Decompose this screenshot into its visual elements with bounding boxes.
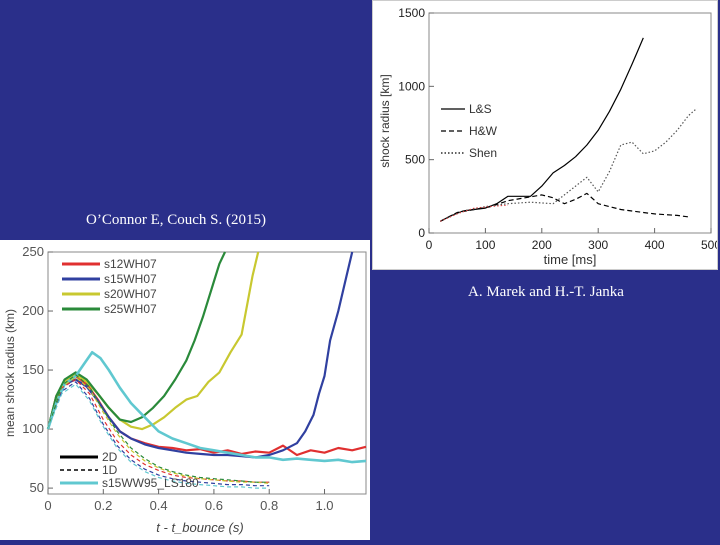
series-line-shen bbox=[440, 107, 698, 222]
shock-radius-eos-chart-panel: 0 100 200 300 400 500 0 500 1000 1500 shock radius… bbox=[372, 0, 720, 270]
plot-frame bbox=[428, 12, 712, 234]
y-tick-label: 500 bbox=[405, 153, 425, 167]
x-tick-label: 500 bbox=[701, 238, 717, 252]
right-chart-caption: A. Marek and H.-T. Janka bbox=[468, 284, 624, 300]
legend-label: Shen bbox=[469, 146, 497, 160]
series-line-red bbox=[440, 204, 509, 222]
left-chart-caption: O’Connor E, Couch S. (2015) bbox=[86, 212, 266, 228]
series-line-s15ww95-ls180 bbox=[46, 351, 367, 464]
legend-label: s15WH07 bbox=[104, 272, 157, 286]
x-axis-title: t - t_bounce (s) bbox=[156, 520, 243, 535]
series-line-s25wh07-1d bbox=[47, 374, 270, 483]
series-line-s15wh07 bbox=[46, 251, 354, 459]
x-axis-title: time [ms] bbox=[544, 252, 597, 267]
series-line-s15ww95-ls180-1d bbox=[47, 383, 270, 489]
y-tick-label: 1500 bbox=[398, 6, 425, 20]
series-line-s20wh07-1d bbox=[47, 376, 270, 484]
x-tick-label: 100 bbox=[475, 238, 495, 252]
y-tick-label: 250 bbox=[22, 244, 44, 259]
x-tick-label: 400 bbox=[645, 238, 665, 252]
legend-label: H&W bbox=[469, 124, 498, 138]
x-tick-label: 200 bbox=[532, 238, 552, 252]
series-line-s20wh07 bbox=[46, 251, 260, 431]
x-tick-label: 0 bbox=[44, 498, 51, 513]
y-tick-label: 150 bbox=[22, 362, 44, 377]
y-tick-label: 50 bbox=[30, 480, 44, 495]
y-tick-label: 0 bbox=[418, 226, 425, 240]
legend-label: s15WW95_LS180 bbox=[102, 476, 199, 490]
x-tick-label: 300 bbox=[588, 238, 608, 252]
legend-label: s12WH07 bbox=[104, 257, 157, 271]
x-tick-label: 1.0 bbox=[315, 498, 333, 513]
legend-label: s25WH07 bbox=[104, 302, 157, 316]
y-tick-label: 100 bbox=[22, 421, 44, 436]
series-line-s15wh07-1d bbox=[47, 381, 270, 487]
legend-label: 1D bbox=[102, 463, 118, 477]
shock-radius-eos-chart: 0 100 200 300 400 500 0 500 1000 1500 shock radius… bbox=[378, 6, 720, 267]
y-axis-title: shock radius [km] bbox=[378, 74, 392, 167]
series-line-s12wh07 bbox=[46, 374, 367, 457]
x-tick-label: 0.6 bbox=[205, 498, 223, 513]
legend-label: L&S bbox=[469, 102, 492, 116]
plot-frame bbox=[47, 251, 367, 495]
shock-radius-2d-chart-panel: 0 0.2 0.4 0.6 0.8 1.0 50 100 150 200 250 mean shock… bbox=[0, 240, 370, 540]
shock-radius-2d-chart: 0 0.2 0.4 0.6 0.8 1.0 50 100 150 200 250 mean shock… bbox=[3, 244, 367, 535]
y-tick-label: 1000 bbox=[398, 79, 425, 93]
x-tick-label: 0.2 bbox=[94, 498, 112, 513]
y-tick-label: 200 bbox=[22, 303, 44, 318]
x-tick-label: 0 bbox=[426, 238, 433, 252]
legend-label: 2D bbox=[102, 450, 118, 464]
legend-label: s20WH07 bbox=[104, 287, 157, 301]
x-tick-label: 0.4 bbox=[150, 498, 168, 513]
y-axis-title: mean shock radius (km) bbox=[3, 309, 17, 437]
x-tick-label: 0.8 bbox=[260, 498, 278, 513]
